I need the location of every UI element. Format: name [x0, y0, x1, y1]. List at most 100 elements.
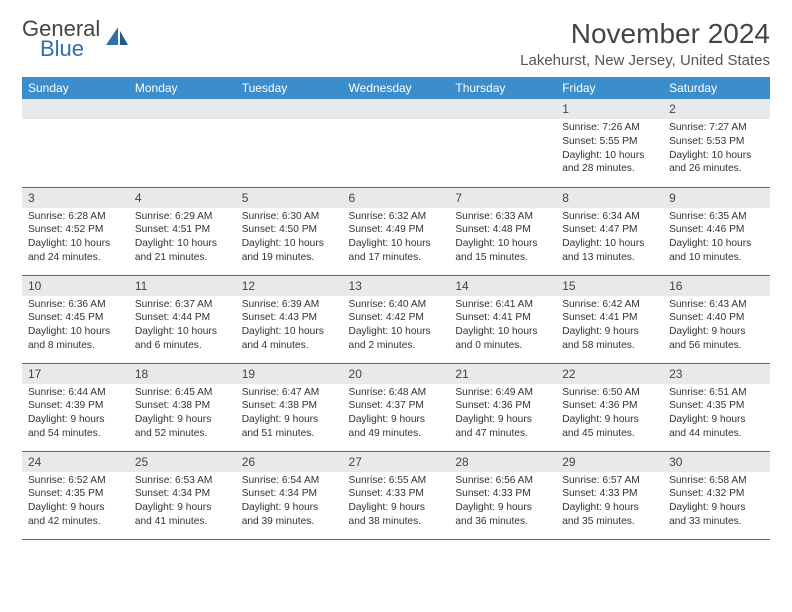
week-row: 10Sunrise: 6:36 AMSunset: 4:45 PMDayligh…: [22, 275, 770, 363]
dayname-sunday: Sunday: [22, 77, 129, 99]
day-cell: 3Sunrise: 6:28 AMSunset: 4:52 PMDaylight…: [22, 187, 129, 275]
day-number: 26: [236, 452, 343, 472]
day-content: Sunrise: 6:29 AMSunset: 4:51 PMDaylight:…: [129, 208, 236, 269]
day-number: 2: [663, 99, 770, 119]
day-cell: 23Sunrise: 6:51 AMSunset: 4:35 PMDayligh…: [663, 363, 770, 451]
day-cell: 2Sunrise: 7:27 AMSunset: 5:53 PMDaylight…: [663, 99, 770, 187]
dayname-saturday: Saturday: [663, 77, 770, 99]
day-number: 18: [129, 364, 236, 384]
day-cell: 20Sunrise: 6:48 AMSunset: 4:37 PMDayligh…: [343, 363, 450, 451]
day-cell: 8Sunrise: 6:34 AMSunset: 4:47 PMDaylight…: [556, 187, 663, 275]
day-number: 19: [236, 364, 343, 384]
day-number: 22: [556, 364, 663, 384]
dayname-monday: Monday: [129, 77, 236, 99]
day-cell: 26Sunrise: 6:54 AMSunset: 4:34 PMDayligh…: [236, 451, 343, 539]
day-content: Sunrise: 6:56 AMSunset: 4:33 PMDaylight:…: [449, 472, 556, 533]
day-content: [343, 119, 450, 125]
day-content: Sunrise: 6:42 AMSunset: 4:41 PMDaylight:…: [556, 296, 663, 357]
day-content: [236, 119, 343, 125]
brand-word2: Blue: [40, 38, 100, 60]
brand-text: General Blue: [22, 18, 100, 60]
day-content: Sunrise: 6:40 AMSunset: 4:42 PMDaylight:…: [343, 296, 450, 357]
day-number: [449, 99, 556, 119]
day-cell: 9Sunrise: 6:35 AMSunset: 4:46 PMDaylight…: [663, 187, 770, 275]
day-number: [343, 99, 450, 119]
day-cell: 19Sunrise: 6:47 AMSunset: 4:38 PMDayligh…: [236, 363, 343, 451]
day-content: Sunrise: 6:49 AMSunset: 4:36 PMDaylight:…: [449, 384, 556, 445]
day-content: Sunrise: 6:35 AMSunset: 4:46 PMDaylight:…: [663, 208, 770, 269]
dayname-tuesday: Tuesday: [236, 77, 343, 99]
sail-icon: [104, 25, 130, 56]
day-number: 1: [556, 99, 663, 119]
day-content: Sunrise: 6:34 AMSunset: 4:47 PMDaylight:…: [556, 208, 663, 269]
day-number: 3: [22, 188, 129, 208]
day-content: Sunrise: 6:30 AMSunset: 4:50 PMDaylight:…: [236, 208, 343, 269]
day-cell: [22, 99, 129, 187]
day-cell: 4Sunrise: 6:29 AMSunset: 4:51 PMDaylight…: [129, 187, 236, 275]
day-cell: 1Sunrise: 7:26 AMSunset: 5:55 PMDaylight…: [556, 99, 663, 187]
day-number: 30: [663, 452, 770, 472]
week-row: 24Sunrise: 6:52 AMSunset: 4:35 PMDayligh…: [22, 451, 770, 539]
day-cell: 25Sunrise: 6:53 AMSunset: 4:34 PMDayligh…: [129, 451, 236, 539]
day-cell: 29Sunrise: 6:57 AMSunset: 4:33 PMDayligh…: [556, 451, 663, 539]
day-cell: 13Sunrise: 6:40 AMSunset: 4:42 PMDayligh…: [343, 275, 450, 363]
day-cell: 6Sunrise: 6:32 AMSunset: 4:49 PMDaylight…: [343, 187, 450, 275]
day-cell: 21Sunrise: 6:49 AMSunset: 4:36 PMDayligh…: [449, 363, 556, 451]
day-number: 13: [343, 276, 450, 296]
day-content: [449, 119, 556, 125]
day-cell: 7Sunrise: 6:33 AMSunset: 4:48 PMDaylight…: [449, 187, 556, 275]
day-number: 7: [449, 188, 556, 208]
day-content: Sunrise: 6:45 AMSunset: 4:38 PMDaylight:…: [129, 384, 236, 445]
day-cell: 16Sunrise: 6:43 AMSunset: 4:40 PMDayligh…: [663, 275, 770, 363]
day-number: 9: [663, 188, 770, 208]
week-row: 17Sunrise: 6:44 AMSunset: 4:39 PMDayligh…: [22, 363, 770, 451]
day-number: 12: [236, 276, 343, 296]
dayname-row: SundayMondayTuesdayWednesdayThursdayFrid…: [22, 77, 770, 99]
day-content: Sunrise: 6:52 AMSunset: 4:35 PMDaylight:…: [22, 472, 129, 533]
day-content: Sunrise: 6:54 AMSunset: 4:34 PMDaylight:…: [236, 472, 343, 533]
day-cell: [236, 99, 343, 187]
day-number: 23: [663, 364, 770, 384]
day-content: Sunrise: 6:37 AMSunset: 4:44 PMDaylight:…: [129, 296, 236, 357]
day-number: 25: [129, 452, 236, 472]
month-title: November 2024: [520, 18, 770, 50]
day-number: [129, 99, 236, 119]
location: Lakehurst, New Jersey, United States: [520, 52, 770, 69]
day-content: Sunrise: 6:51 AMSunset: 4:35 PMDaylight:…: [663, 384, 770, 445]
calendar-head: SundayMondayTuesdayWednesdayThursdayFrid…: [22, 77, 770, 99]
dayname-wednesday: Wednesday: [343, 77, 450, 99]
dayname-friday: Friday: [556, 77, 663, 99]
day-cell: 24Sunrise: 6:52 AMSunset: 4:35 PMDayligh…: [22, 451, 129, 539]
day-content: Sunrise: 6:44 AMSunset: 4:39 PMDaylight:…: [22, 384, 129, 445]
day-content: Sunrise: 6:48 AMSunset: 4:37 PMDaylight:…: [343, 384, 450, 445]
calendar-body: 1Sunrise: 7:26 AMSunset: 5:55 PMDaylight…: [22, 99, 770, 539]
day-content: [22, 119, 129, 125]
day-content: Sunrise: 6:53 AMSunset: 4:34 PMDaylight:…: [129, 472, 236, 533]
day-cell: 28Sunrise: 6:56 AMSunset: 4:33 PMDayligh…: [449, 451, 556, 539]
day-content: Sunrise: 6:39 AMSunset: 4:43 PMDaylight:…: [236, 296, 343, 357]
day-number: 16: [663, 276, 770, 296]
day-number: 27: [343, 452, 450, 472]
day-cell: 27Sunrise: 6:55 AMSunset: 4:33 PMDayligh…: [343, 451, 450, 539]
day-number: 17: [22, 364, 129, 384]
dayname-thursday: Thursday: [449, 77, 556, 99]
day-number: 6: [343, 188, 450, 208]
week-row: 1Sunrise: 7:26 AMSunset: 5:55 PMDaylight…: [22, 99, 770, 187]
day-content: Sunrise: 6:47 AMSunset: 4:38 PMDaylight:…: [236, 384, 343, 445]
title-block: November 2024 Lakehurst, New Jersey, Uni…: [520, 18, 770, 69]
day-cell: 12Sunrise: 6:39 AMSunset: 4:43 PMDayligh…: [236, 275, 343, 363]
day-number: 8: [556, 188, 663, 208]
day-number: [22, 99, 129, 119]
day-content: Sunrise: 7:26 AMSunset: 5:55 PMDaylight:…: [556, 119, 663, 180]
day-number: [236, 99, 343, 119]
day-cell: [343, 99, 450, 187]
day-number: 15: [556, 276, 663, 296]
day-content: Sunrise: 6:43 AMSunset: 4:40 PMDaylight:…: [663, 296, 770, 357]
day-number: 28: [449, 452, 556, 472]
day-number: 11: [129, 276, 236, 296]
brand-logo: General Blue: [22, 18, 130, 60]
day-content: Sunrise: 6:41 AMSunset: 4:41 PMDaylight:…: [449, 296, 556, 357]
day-cell: 5Sunrise: 6:30 AMSunset: 4:50 PMDaylight…: [236, 187, 343, 275]
day-cell: 30Sunrise: 6:58 AMSunset: 4:32 PMDayligh…: [663, 451, 770, 539]
day-cell: 10Sunrise: 6:36 AMSunset: 4:45 PMDayligh…: [22, 275, 129, 363]
